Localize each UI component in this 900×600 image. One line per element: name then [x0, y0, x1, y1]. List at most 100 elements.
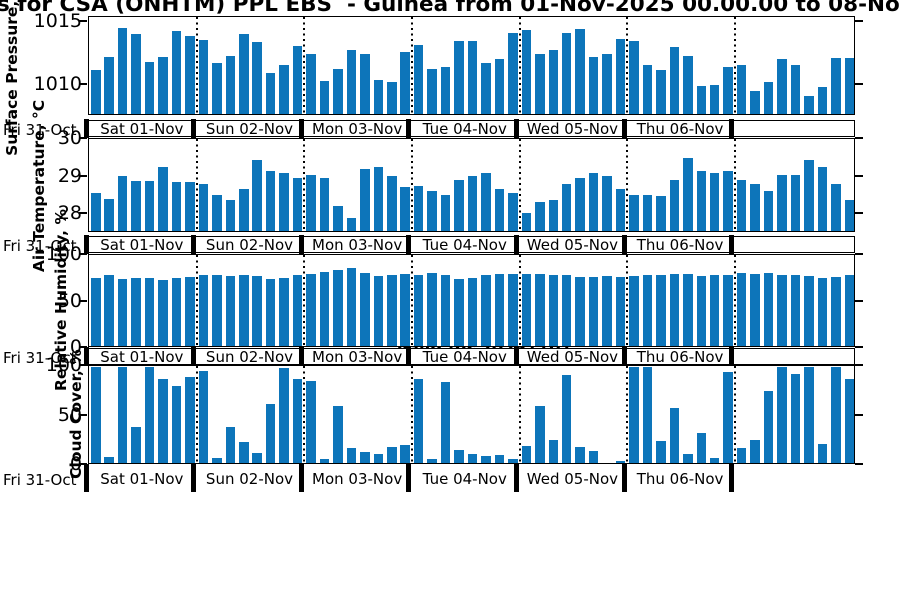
- day-boundary-tick: [83, 464, 89, 492]
- relative-humidity-bar: [750, 274, 760, 346]
- relative-humidity-bar: [535, 274, 545, 346]
- surface-pressure-bar: [763, 82, 774, 114]
- relative-humidity-bar: [158, 280, 168, 346]
- cloud-cover-bar: [346, 447, 357, 463]
- air-temperature-ytick-mark-right: [855, 174, 863, 177]
- surface-pressure-bar: [279, 65, 289, 114]
- surface-pressure-bar: [548, 49, 558, 114]
- cloud-cover-ytick-mark-left: [79, 463, 87, 465]
- surface-pressure-bar: [831, 58, 841, 114]
- air-temperature-bar: [535, 201, 545, 231]
- relative-humidity-bar: [521, 274, 532, 346]
- relative-humidity-panel: [88, 254, 855, 347]
- air-temperature-bar: [615, 189, 626, 231]
- cloud-cover-bar: [723, 371, 733, 463]
- day-boundary-tick: [621, 464, 627, 492]
- surface-pressure-bar: [588, 56, 599, 114]
- surface-pressure-bar: [804, 95, 814, 114]
- cloud-cover-bar: [669, 408, 680, 463]
- air-temperature-bar: [723, 170, 733, 231]
- day-boundary-dotted-line: [195, 366, 198, 463]
- day-boundary-tick: [621, 347, 627, 366]
- air-temperature-bar: [602, 176, 612, 231]
- day-boundary-tick: [729, 119, 735, 138]
- day-label: Tue 04-Nov: [422, 236, 507, 254]
- day-boundary-tick: [83, 235, 89, 254]
- cloud-cover-ytick-label: 0: [69, 453, 82, 475]
- cloud-cover-bar: [750, 439, 760, 463]
- air-temperature-ytick-label: 30: [57, 127, 82, 149]
- air-temperature-bar: [346, 218, 357, 231]
- day-boundary-dotted-line: [410, 139, 413, 231]
- day-boundary-dotted-line: [195, 139, 198, 231]
- relative-humidity-bar: [575, 276, 585, 346]
- air-temperature-bar: [844, 200, 854, 231]
- air-temperature-bar: [777, 174, 787, 231]
- day-boundary-tick: [729, 235, 735, 254]
- relative-humidity-bar: [265, 279, 276, 346]
- day-boundary-tick: [191, 464, 197, 492]
- relative-humidity-bar: [602, 275, 612, 346]
- surface-pressure-bar: [669, 47, 680, 114]
- figure-title: s for CSA (ONHTM) PPL EBS - Guinea from …: [0, 0, 900, 17]
- surface-pressure-ytick-mark-left: [79, 82, 87, 85]
- cloud-cover-bar: [736, 447, 747, 463]
- surface-pressure-bar: [508, 32, 518, 114]
- cloud-cover-bar: [387, 446, 397, 463]
- relative-humidity-bar: [117, 279, 128, 346]
- day-boundary-dotted-line: [410, 366, 413, 463]
- air-temperature-bar: [360, 169, 370, 231]
- day-label: Mon 03-Nov: [312, 348, 403, 366]
- air-temperature-ytick-mark-left: [79, 174, 87, 177]
- cloud-cover-bar: [454, 449, 464, 463]
- cloud-cover-bar: [696, 433, 707, 463]
- cloud-cover-bar: [225, 427, 236, 463]
- cloud-cover-bar: [252, 453, 262, 463]
- surface-pressure-bar: [171, 31, 182, 114]
- day-label: Sun 02-Nov: [205, 236, 294, 254]
- air-temperature-bar: [171, 181, 182, 231]
- surface-pressure-bar: [535, 54, 545, 114]
- air-temperature-bar: [629, 194, 639, 231]
- x-start-label: Fri 31-Oct: [3, 471, 77, 489]
- relative-humidity-bar: [171, 277, 182, 346]
- day-boundary-dotted-line: [733, 366, 736, 463]
- day-boundary-tick: [729, 464, 735, 492]
- day-boundary-dotted-line: [626, 366, 629, 463]
- air-temperature-bar: [656, 196, 666, 231]
- day-boundary-tick: [191, 235, 197, 254]
- cloud-cover-ytick-mark-right: [855, 463, 863, 465]
- day-label: Mon 03-Nov: [312, 470, 403, 488]
- air-temperature-bar: [198, 183, 209, 231]
- surface-pressure-ytick-mark-left: [79, 20, 87, 22]
- day-boundary-dotted-line: [626, 17, 629, 114]
- relative-humidity-ytick-mark-right: [855, 299, 863, 302]
- day-label-row: [88, 236, 855, 253]
- cloud-cover-bar: [265, 404, 276, 463]
- surface-pressure-bar: [656, 70, 666, 114]
- day-label-row: [88, 348, 855, 365]
- relative-humidity-bar: [413, 274, 424, 346]
- surface-pressure-bar: [427, 69, 437, 114]
- air-temperature-ytick-label: 28: [57, 202, 82, 225]
- cloud-cover-bar: [615, 461, 626, 463]
- cloud-cover-ytick-mark-left: [79, 364, 87, 366]
- air-temperature-bar: [561, 183, 572, 231]
- cloud-cover-bar: [588, 450, 599, 463]
- relative-humidity-bar: [669, 274, 680, 346]
- surface-pressure-bar: [265, 72, 276, 114]
- day-boundary-tick: [514, 119, 520, 138]
- air-temperature-bar: [588, 172, 599, 231]
- air-temperature-bar: [750, 183, 760, 231]
- relative-humidity-bar: [548, 274, 558, 346]
- day-label: Tue 04-Nov: [422, 348, 507, 366]
- cloud-cover-bar: [521, 445, 532, 463]
- day-label: Sun 02-Nov: [205, 348, 294, 366]
- air-temperature-bar: [427, 190, 437, 231]
- cloud-cover-bar: [804, 367, 814, 463]
- relative-humidity-bar: [696, 275, 707, 346]
- air-temperature-bar: [239, 189, 249, 231]
- day-label: Thu 06-Nov: [636, 120, 724, 138]
- relative-humidity-bar: [333, 270, 343, 346]
- cloud-cover-bar: [481, 456, 491, 463]
